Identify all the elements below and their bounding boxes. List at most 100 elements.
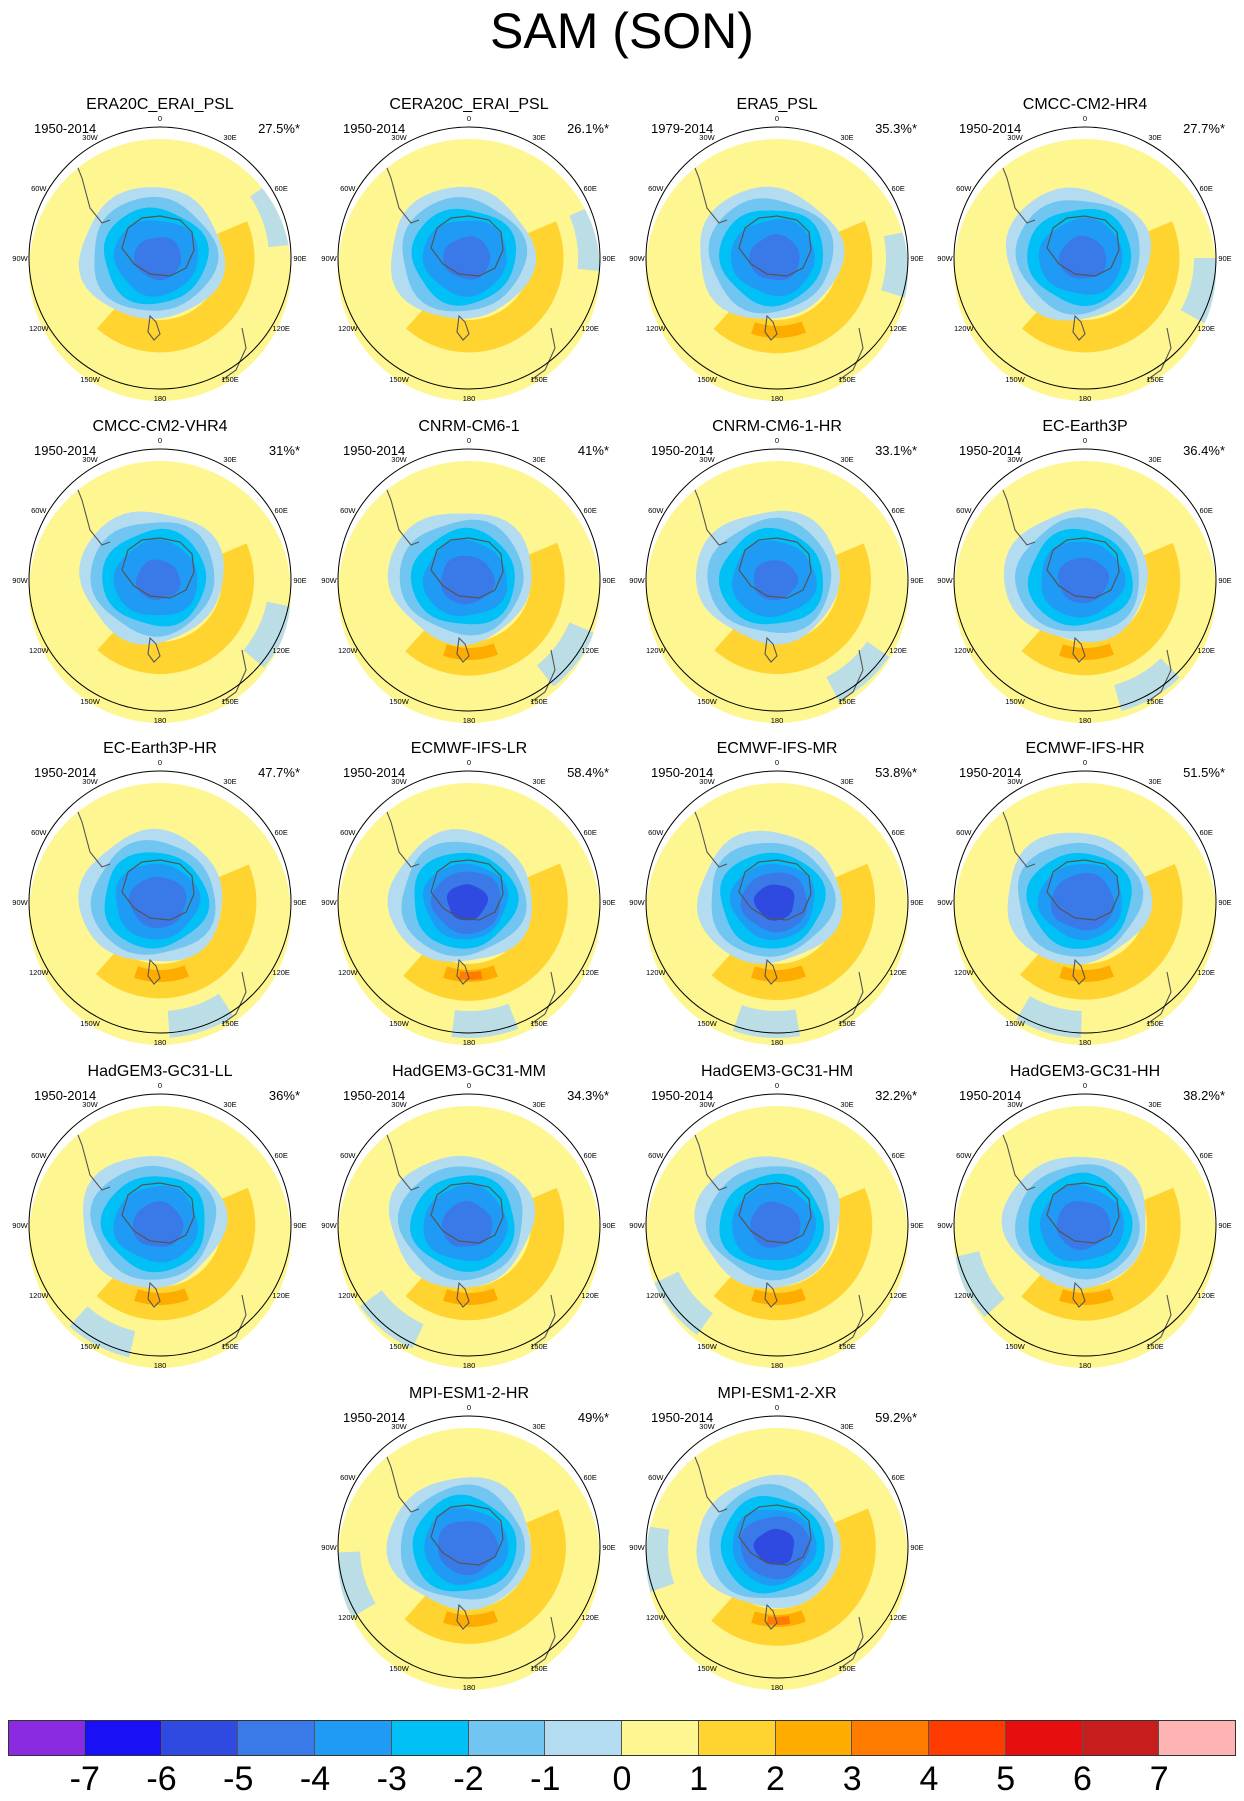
australia-coastline xyxy=(530,649,556,703)
colorbar-cell xyxy=(1159,1720,1236,1756)
colorbar-tick-label: 5 xyxy=(996,1760,1016,1798)
edge-negative-patch xyxy=(338,1551,376,1618)
longitude-label: 150E xyxy=(838,375,856,384)
antarctica-coastline xyxy=(738,1504,812,1566)
antarctica-coastline xyxy=(121,1182,195,1244)
longitude-label: 120E xyxy=(581,324,599,333)
map-border xyxy=(645,1415,909,1679)
positive-crescent xyxy=(405,1187,565,1321)
longitude-label: 30W xyxy=(699,455,715,464)
south-america-coastline xyxy=(994,147,1036,224)
polar-map: 0 30E 60E 90E 120E 150E 180 150W 120W 90W 60W 30W xyxy=(937,758,1231,1047)
panel-explained-variance: 35.3%* xyxy=(875,121,917,136)
longitude-label: 60W xyxy=(31,506,47,515)
colorbar-cell xyxy=(315,1720,392,1756)
polar-map: 0 30E 60E 90E 120E 150E 180 150W 120W 90W 60W 30W xyxy=(629,758,923,1047)
map-border xyxy=(953,1093,1217,1357)
antarctica-coastline xyxy=(1046,859,1120,921)
longitude-label: 120E xyxy=(581,1291,599,1300)
longitude-label: 30E xyxy=(840,1422,853,1431)
longitude-label: 90E xyxy=(602,576,615,585)
edge-negative-patch xyxy=(881,231,908,299)
antarctica-coastline xyxy=(430,215,504,277)
edge-negative-patch xyxy=(167,993,234,1038)
longitude-label: 150E xyxy=(1146,375,1164,384)
longitude-label: 60E xyxy=(584,1473,597,1482)
longitude-label: 180 xyxy=(771,716,784,725)
longitude-label: 150E xyxy=(530,1342,548,1351)
antarctica-coastline xyxy=(430,1182,504,1244)
panel-years: 1950-2014 xyxy=(343,1088,406,1103)
polar-map: 0 30E 60E 90E 120E 150E 180 150W 120W 90W 60W 30W xyxy=(321,436,615,725)
colorbar-cell xyxy=(775,1720,853,1756)
panel-years: 1950-2014 xyxy=(343,121,406,136)
south-america-coastline xyxy=(378,1114,420,1191)
longitude-label: 120E xyxy=(272,646,290,655)
colorbar-tick-label: 4 xyxy=(919,1760,939,1798)
negative-contour-band xyxy=(750,1201,801,1248)
australia-coastline xyxy=(221,971,247,1025)
longitude-label: 30E xyxy=(532,133,545,142)
polar-map: 0 30E 60E 90E 120E 150E 180 150W 120W 90W 60W 30W xyxy=(937,1081,1231,1370)
longitude-label: 60E xyxy=(1200,184,1213,193)
map-panel: ECMWF-IFS-HR 1950-2014 51.5%* 0 30E 60E 90E 120… xyxy=(935,740,1235,1047)
panel-years: 1979-2014 xyxy=(651,121,714,136)
field-shading xyxy=(338,1106,600,1368)
panel-explained-variance: 38.2%* xyxy=(1183,1088,1225,1103)
new-zealand-coastline xyxy=(764,1603,778,1630)
positive-crescent xyxy=(1021,542,1181,676)
longitude-label: 120E xyxy=(272,324,290,333)
map-panel: MPI-ESM1-2-HR 1950-2014 49%* 0 30E 60E 90E 120E… xyxy=(319,1385,619,1692)
map-border xyxy=(337,448,601,712)
polar-map: 0 30E 60E 90E 120E 150E 180 150W 120W 90W 60W 30W xyxy=(321,758,615,1047)
panel-explained-variance: 47.7%* xyxy=(258,765,300,780)
longitude-label: 120E xyxy=(581,968,599,977)
panel-title: HadGEM3-GC31-HH xyxy=(1009,1063,1161,1080)
polar-map: 0 30E 60E 90E 120E 150E 180 150W 120W 90W 60W 30W xyxy=(629,1081,923,1370)
edge-negative-patch xyxy=(1016,996,1082,1038)
positive-crescent-core xyxy=(1059,643,1114,661)
colorbar-tick-label: -4 xyxy=(299,1760,331,1798)
polar-map: 0 30E 60E 90E 120E 150E 180 150W 120W 90W 60W 30W xyxy=(12,114,306,403)
new-zealand-coastline xyxy=(1072,1281,1086,1308)
map-border xyxy=(953,770,1217,1034)
map-panel: EC-Earth3P-HR 1950-2014 47.7%* 0 30E 60E 90E 12… xyxy=(10,740,310,1047)
south-america-coastline xyxy=(378,791,420,868)
negative-contour-band xyxy=(443,236,491,280)
longitude-label: 60E xyxy=(892,1473,905,1482)
australia-coastline xyxy=(530,971,556,1025)
longitude-label: 60W xyxy=(648,506,664,515)
new-zealand-coastline xyxy=(147,958,161,985)
longitude-label: 120E xyxy=(889,324,907,333)
colorbar-tick-label: 7 xyxy=(1149,1760,1169,1798)
positive-crescent xyxy=(95,864,257,999)
longitude-label: 90W xyxy=(937,254,953,263)
longitude-label: 60W xyxy=(956,1151,972,1160)
longitude-label: 30W xyxy=(1007,455,1023,464)
longitude-label: 150W xyxy=(697,1019,718,1028)
field-shading xyxy=(954,461,1216,723)
longitude-label: 0 xyxy=(158,758,162,767)
panel-years: 1950-2014 xyxy=(959,765,1022,780)
longitude-label: 60E xyxy=(584,506,597,515)
map-border xyxy=(28,770,292,1034)
longitude-label: 30W xyxy=(699,1422,715,1431)
panel-explained-variance: 59.2%* xyxy=(875,1410,917,1425)
longitude-label: 150E xyxy=(530,697,548,706)
longitude-label: 90E xyxy=(910,254,923,263)
south-america-coastline xyxy=(686,469,728,546)
longitude-label: 120E xyxy=(889,1613,907,1622)
longitude-label: 120W xyxy=(954,1291,975,1300)
edge-negative-patch xyxy=(69,1306,136,1358)
longitude-label: 120E xyxy=(272,968,290,977)
panel-explained-variance: 32.2%* xyxy=(875,1088,917,1103)
panel-explained-variance: 41%* xyxy=(577,443,609,458)
australia-coastline xyxy=(838,649,864,703)
negative-core xyxy=(753,1528,795,1565)
panel-explained-variance: 53.8%* xyxy=(875,765,917,780)
map-border xyxy=(645,770,909,1034)
panel-explained-variance: 34.3%* xyxy=(567,1088,609,1103)
negative-core xyxy=(753,884,795,921)
colorbar xyxy=(8,1720,1236,1756)
colorbar-cell xyxy=(238,1720,315,1756)
